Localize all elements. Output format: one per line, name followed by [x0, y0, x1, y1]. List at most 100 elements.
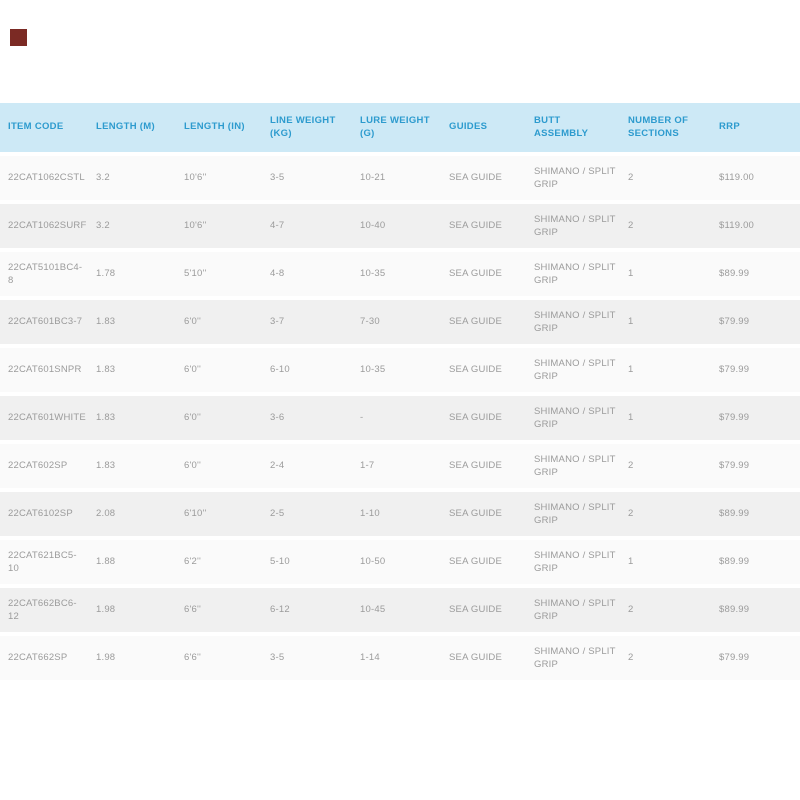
cell-length-m: 1.88 — [88, 540, 176, 584]
cell-guides: SEA GUIDE — [441, 588, 526, 632]
cell-length-m: 1.83 — [88, 444, 176, 488]
cell-item-code: 22CAT621BC5-10 — [0, 540, 88, 584]
column-header-length-in: LENGTH (IN) — [176, 103, 262, 152]
cell-number-of-sections: 1 — [620, 396, 711, 440]
logo-mark — [10, 29, 27, 46]
column-header-butt-assembly: BUTT ASSEMBLY — [526, 103, 620, 152]
table-row: 22CAT601BC3-7 1.83 6'0'' 3-7 7-30 SEA GUIDE SH… — [0, 300, 800, 344]
cell-number-of-sections: 1 — [620, 348, 711, 392]
cell-guides: SEA GUIDE — [441, 540, 526, 584]
cell-length-m: 2.08 — [88, 492, 176, 536]
cell-lure-weight-g: 7-30 — [352, 300, 441, 344]
cell-line-weight-kg: 3-5 — [262, 156, 352, 200]
cell-lure-weight-g: 10-40 — [352, 204, 441, 248]
cell-item-code: 22CAT601BC3-7 — [0, 300, 88, 344]
table-head: ITEM CODE LENGTH (M) LENGTH (IN) LINE WEIGH… — [0, 103, 800, 152]
cell-line-weight-kg: 3-6 — [262, 396, 352, 440]
cell-butt-assembly: SHIMANO / SPLIT GRIP — [526, 540, 620, 584]
column-header-number-of-sections: NUMBER OF SECTIONS — [620, 103, 711, 152]
table-row: 22CAT602SP 1.83 6'0'' 2-4 1-7 SEA GUIDE SHIMAN… — [0, 444, 800, 488]
cell-length-in: 10'6'' — [176, 156, 262, 200]
cell-length-m: 3.2 — [88, 204, 176, 248]
cell-line-weight-kg: 2-5 — [262, 492, 352, 536]
cell-butt-assembly: SHIMANO / SPLIT GRIP — [526, 444, 620, 488]
cell-guides: SEA GUIDE — [441, 204, 526, 248]
cell-length-m: 1.98 — [88, 636, 176, 680]
cell-lure-weight-g: 1-14 — [352, 636, 441, 680]
table-row: 22CAT5101BC4-8 1.78 5'10'' 4-8 10-35 SEA GUID… — [0, 252, 800, 296]
cell-item-code: 22CAT601SNPR — [0, 348, 88, 392]
cell-line-weight-kg: 3-5 — [262, 636, 352, 680]
cell-line-weight-kg: 4-7 — [262, 204, 352, 248]
cell-length-in: 6'0'' — [176, 444, 262, 488]
cell-item-code: 22CAT662BC6-12 — [0, 588, 88, 632]
cell-guides: SEA GUIDE — [441, 156, 526, 200]
cell-rrp: $79.99 — [711, 636, 800, 680]
table-row: 22CAT662BC6-12 1.98 6'6'' 6-12 10-45 SEA GUID… — [0, 588, 800, 632]
cell-guides: SEA GUIDE — [441, 300, 526, 344]
cell-length-m: 1.78 — [88, 252, 176, 296]
cell-item-code: 22CAT6102SP — [0, 492, 88, 536]
column-header-guides: GUIDES — [441, 103, 526, 152]
table-row: 22CAT601SNPR 1.83 6'0'' 6-10 10-35 SEA GUIDE S… — [0, 348, 800, 392]
column-header-rrp: RRP — [711, 103, 800, 152]
cell-rrp: $119.00 — [711, 156, 800, 200]
cell-length-m: 1.83 — [88, 348, 176, 392]
table-row: 22CAT1062CSTL 3.2 10'6'' 3-5 10-21 SEA GUIDE S… — [0, 156, 800, 200]
column-header-length-m: LENGTH (M) — [88, 103, 176, 152]
cell-guides: SEA GUIDE — [441, 348, 526, 392]
cell-guides: SEA GUIDE — [441, 396, 526, 440]
product-spec-table: ITEM CODE LENGTH (M) LENGTH (IN) LINE WEIGH… — [0, 99, 800, 684]
cell-butt-assembly: SHIMANO / SPLIT GRIP — [526, 252, 620, 296]
cell-rrp: $79.99 — [711, 396, 800, 440]
cell-length-in: 5'10'' — [176, 252, 262, 296]
cell-guides: SEA GUIDE — [441, 252, 526, 296]
column-header-item-code: ITEM CODE — [0, 103, 88, 152]
cell-item-code: 22CAT602SP — [0, 444, 88, 488]
cell-guides: SEA GUIDE — [441, 444, 526, 488]
cell-line-weight-kg: 4-8 — [262, 252, 352, 296]
cell-length-m: 1.98 — [88, 588, 176, 632]
cell-lure-weight-g: 10-45 — [352, 588, 441, 632]
cell-length-in: 6'10'' — [176, 492, 262, 536]
cell-length-m: 1.83 — [88, 300, 176, 344]
cell-line-weight-kg: 5-10 — [262, 540, 352, 584]
cell-number-of-sections: 1 — [620, 540, 711, 584]
cell-guides: SEA GUIDE — [441, 492, 526, 536]
cell-length-in: 6'0'' — [176, 348, 262, 392]
cell-rrp: $89.99 — [711, 492, 800, 536]
cell-item-code: 22CAT662SP — [0, 636, 88, 680]
cell-length-in: 6'2'' — [176, 540, 262, 584]
cell-item-code: 22CAT601WHITE — [0, 396, 88, 440]
cell-length-in: 6'6'' — [176, 636, 262, 680]
cell-length-in: 6'0'' — [176, 396, 262, 440]
cell-butt-assembly: SHIMANO / SPLIT GRIP — [526, 348, 620, 392]
cell-lure-weight-g: 10-50 — [352, 540, 441, 584]
table-body: 22CAT1062CSTL 3.2 10'6'' 3-5 10-21 SEA GUIDE S… — [0, 156, 800, 680]
cell-butt-assembly: SHIMANO / SPLIT GRIP — [526, 396, 620, 440]
cell-number-of-sections: 1 — [620, 300, 711, 344]
cell-item-code: 22CAT1062CSTL — [0, 156, 88, 200]
cell-line-weight-kg: 2-4 — [262, 444, 352, 488]
cell-length-m: 1.83 — [88, 396, 176, 440]
cell-rrp: $89.99 — [711, 252, 800, 296]
cell-line-weight-kg: 3-7 — [262, 300, 352, 344]
cell-lure-weight-g: 10-35 — [352, 252, 441, 296]
cell-number-of-sections: 2 — [620, 492, 711, 536]
cell-rrp: $79.99 — [711, 444, 800, 488]
cell-number-of-sections: 2 — [620, 444, 711, 488]
cell-length-in: 6'0'' — [176, 300, 262, 344]
table-row: 22CAT6102SP 2.08 6'10'' 2-5 1-10 SEA GUIDE SHI… — [0, 492, 800, 536]
cell-butt-assembly: SHIMANO / SPLIT GRIP — [526, 300, 620, 344]
cell-rrp: $119.00 — [711, 204, 800, 248]
cell-rrp: $79.99 — [711, 348, 800, 392]
cell-number-of-sections: 2 — [620, 156, 711, 200]
cell-number-of-sections: 2 — [620, 204, 711, 248]
column-header-line-weight-kg: LINE WEIGHT (KG) — [262, 103, 352, 152]
table-row: 22CAT1062SURF 3.2 10'6'' 4-7 10-40 SEA GUIDE S… — [0, 204, 800, 248]
column-header-lure-weight-g: LURE WEIGHT (G) — [352, 103, 441, 152]
cell-lure-weight-g: 1-7 — [352, 444, 441, 488]
cell-rrp: $89.99 — [711, 588, 800, 632]
cell-number-of-sections: 2 — [620, 588, 711, 632]
cell-butt-assembly: SHIMANO / SPLIT GRIP — [526, 588, 620, 632]
